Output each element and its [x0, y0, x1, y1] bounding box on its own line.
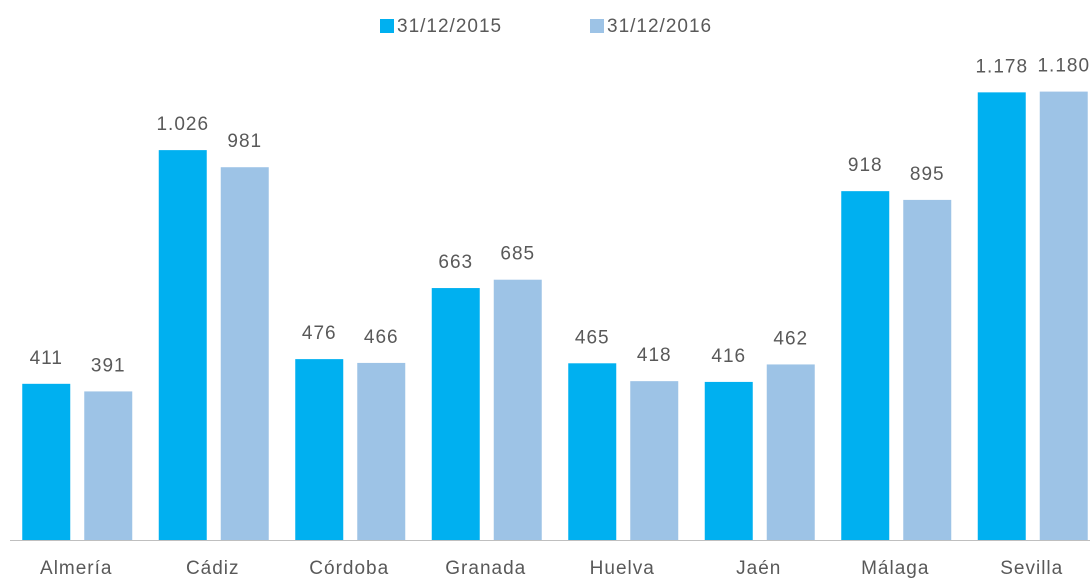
data-label: 465: [575, 327, 610, 348]
x-tick-label: Cádiz: [186, 558, 240, 579]
bar: [1039, 91, 1088, 540]
bar: [903, 199, 952, 540]
bar: [84, 391, 133, 540]
data-label: 685: [500, 244, 535, 265]
data-label: 411: [30, 348, 63, 369]
x-tick-label: Granada: [445, 558, 526, 579]
data-label: 663: [438, 252, 473, 273]
bar: [841, 191, 890, 540]
data-label: 918: [848, 155, 883, 176]
data-label: 416: [711, 346, 746, 367]
bar: [630, 381, 679, 540]
legend-label: 31/12/2016: [607, 16, 712, 37]
bar: [357, 362, 406, 540]
data-label: 466: [364, 327, 399, 348]
bar: [568, 363, 617, 540]
data-label: 1.178: [975, 56, 1028, 77]
data-label: 418: [637, 345, 672, 366]
x-tick-label: Huelva: [590, 558, 655, 579]
legend-label: 31/12/2015: [397, 16, 502, 37]
data-label: 476: [302, 323, 337, 344]
x-tick-label: Jaén: [736, 558, 781, 579]
data-label: 462: [773, 328, 808, 349]
bar: [158, 150, 207, 540]
bar: [977, 92, 1026, 541]
bar: [295, 359, 344, 540]
bar: [704, 381, 753, 540]
x-tick-label: Málaga: [861, 558, 929, 579]
data-label: 1.026: [156, 114, 209, 135]
data-label: 895: [910, 164, 945, 185]
data-label: 391: [91, 355, 126, 376]
bar: [766, 364, 815, 540]
data-label: 1.180: [1037, 56, 1090, 77]
bar: [493, 279, 542, 540]
bar: [220, 167, 269, 540]
bar: [431, 288, 480, 540]
legend-swatch: [590, 19, 604, 33]
bar: [22, 383, 71, 540]
data-label: 981: [227, 131, 262, 152]
x-tick-label: Córdoba: [309, 558, 389, 579]
x-tick-label: Sevilla: [1000, 558, 1063, 579]
x-tick-label: Almería: [40, 558, 112, 579]
legend-swatch: [380, 19, 394, 33]
